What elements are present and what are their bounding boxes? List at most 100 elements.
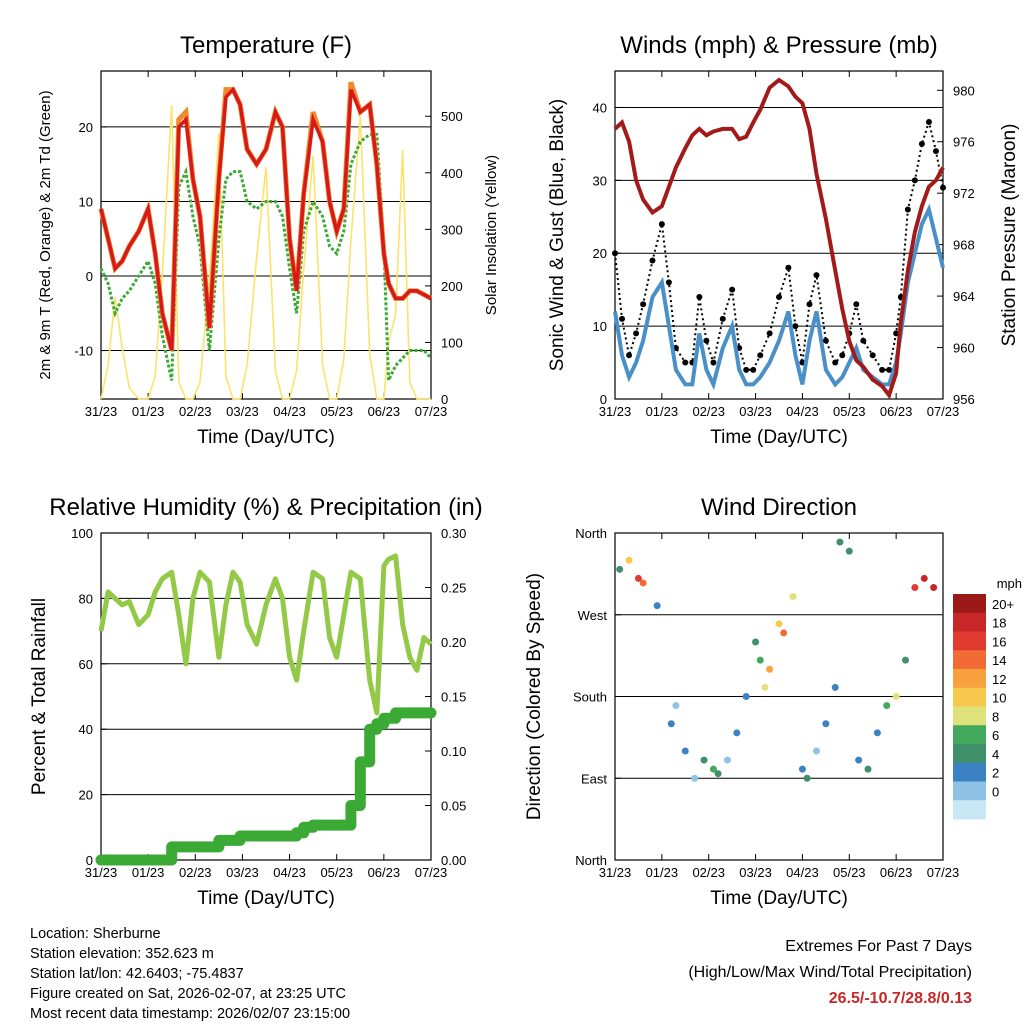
panel-2: Winds (mph) & Pressure (mb) 31/23 01/23 02/… <box>547 32 1020 448</box>
station-latlon: Station lat/lon: 42.6403; -75.4837 <box>30 966 244 982</box>
y2-axis-tick-label: 100 <box>441 335 463 350</box>
y2-axis-tick-label: 0.15 <box>441 690 466 705</box>
direction-point <box>864 765 872 773</box>
panel-1: Temperature (F) 31/23 01/23 02/23 03/23 04/23… <box>37 32 500 448</box>
x-axis-label: Time (Day/UTC) <box>197 888 335 909</box>
x-tick-label: 01/23 <box>646 865 679 880</box>
x-tick-label: 05/23 <box>833 404 866 419</box>
direction-point <box>723 756 731 764</box>
x-axis-label: Time (Day/UTC) <box>710 888 848 909</box>
gust-point <box>658 221 665 228</box>
y-axis-tick-label: 40 <box>593 100 607 115</box>
extremes-panel: Extremes For Past 7 Days (High/Low/Max W… <box>688 934 972 1012</box>
direction-point <box>930 584 938 591</box>
direction-point <box>845 547 853 555</box>
direction-point <box>873 729 881 737</box>
direction-point <box>672 702 680 710</box>
y2-axis-tick-label: 980 <box>953 83 975 98</box>
y-axis-tick-label: 60 <box>79 657 93 672</box>
figure-created: Figure created on Sat, 2026-02-07, at 23… <box>30 986 346 1002</box>
panel-title: Wind Direction <box>701 494 857 521</box>
colorbar-label: 14 <box>992 653 1006 668</box>
colorbar-label: 10 <box>992 691 1006 706</box>
x-tick-label: 03/23 <box>226 865 259 880</box>
colorbar-label: 0 <box>992 784 999 799</box>
x-tick-label: 05/23 <box>833 865 866 880</box>
x-tick-label: 04/23 <box>273 865 306 880</box>
direction-point <box>798 765 806 773</box>
gust-point <box>940 184 946 191</box>
x-tick-label: 06/23 <box>880 404 913 419</box>
y-axis-tick-label: North <box>575 526 607 541</box>
y2-axis-tick-label: 0.00 <box>441 853 466 868</box>
y2-axis-tick-label: 200 <box>441 279 463 294</box>
gust-point <box>766 330 773 337</box>
direction-point <box>789 593 797 601</box>
direction-point <box>756 656 764 664</box>
direction-point <box>812 747 820 755</box>
direction-point <box>653 602 661 610</box>
station-location: Location: Sherburne <box>30 926 161 942</box>
x-tick-label: 07/23 <box>927 404 960 419</box>
gust-point <box>879 366 886 373</box>
x-tick-label: 02/23 <box>179 865 212 880</box>
y2-axis-tick-label: 300 <box>441 222 463 237</box>
colorbar-label: 2 <box>992 766 999 781</box>
colorbar-swatch <box>953 725 986 745</box>
x-tick-label: 31/23 <box>85 865 118 880</box>
colorbar-label: 16 <box>992 634 1006 649</box>
direction-point <box>667 720 675 728</box>
x-axis-label: Time (Day/UTC) <box>710 427 848 448</box>
y-axis-tick-label: 30 <box>593 173 607 188</box>
y-axis-tick-label: 20 <box>79 788 93 803</box>
y2-axis-tick-label: 500 <box>441 109 463 124</box>
x-tick-label: 02/23 <box>179 404 212 419</box>
y-axis-label: Percent & Total Rainfall <box>29 598 50 795</box>
y2-axis-label: Solar Insolation (Yellow) <box>483 155 500 315</box>
colorbar-swatch <box>953 744 986 764</box>
x-axis-label: Time (Day/UTC) <box>197 427 335 448</box>
direction-point <box>681 747 689 755</box>
colorbar-swatch <box>953 800 986 820</box>
y2-axis-tick-label: 0.25 <box>441 581 466 596</box>
y-axis-tick-label: 10 <box>593 319 607 334</box>
direction-point <box>883 702 891 710</box>
y2-axis-tick-label: 976 <box>953 135 975 150</box>
y-axis-tick-label: 0 <box>86 269 93 284</box>
y2-axis-tick-label: 964 <box>953 289 975 304</box>
colorbar-label: 20+ <box>992 597 1014 612</box>
y2-axis-tick-label: 956 <box>953 392 975 407</box>
y-axis-tick-label: 0 <box>600 392 607 407</box>
x-tick-label: 05/23 <box>320 865 353 880</box>
colorbar-swatch <box>953 669 986 689</box>
y-axis-tick-label: 10 <box>79 194 93 209</box>
colorbar-swatch <box>953 612 986 632</box>
panel-title: Temperature (F) <box>180 32 352 59</box>
colorbar-swatch <box>953 650 986 670</box>
direction-point <box>766 665 774 673</box>
y-axis-tick-label: 0 <box>86 853 93 868</box>
colorbar-swatch <box>953 781 986 801</box>
y2-axis-tick-label: 0 <box>441 392 448 407</box>
direction-point <box>691 774 699 782</box>
gust-point <box>665 279 672 286</box>
direction-point <box>803 774 811 782</box>
x-tick-label: 31/23 <box>599 865 632 880</box>
series-rh-line <box>98 553 433 716</box>
direction-point <box>616 565 624 573</box>
x-tick-label: 06/23 <box>368 865 401 880</box>
direction-point <box>625 556 633 564</box>
x-tick-label: 07/23 <box>927 865 960 880</box>
x-tick-label: 31/23 <box>85 404 118 419</box>
y-axis-tick-label: 20 <box>593 246 607 261</box>
gust-point <box>886 366 893 373</box>
station-elevation: Station elevation: 352.623 m <box>30 946 214 962</box>
direction-point <box>714 770 722 778</box>
x-tick-label: 03/23 <box>739 404 772 419</box>
direction-point <box>634 574 642 582</box>
y2-axis-tick-label: 400 <box>441 166 463 181</box>
direction-point <box>780 629 788 637</box>
colorbar-title: mph <box>997 576 1022 591</box>
x-tick-label: 01/23 <box>132 865 165 880</box>
direction-point <box>700 756 708 764</box>
